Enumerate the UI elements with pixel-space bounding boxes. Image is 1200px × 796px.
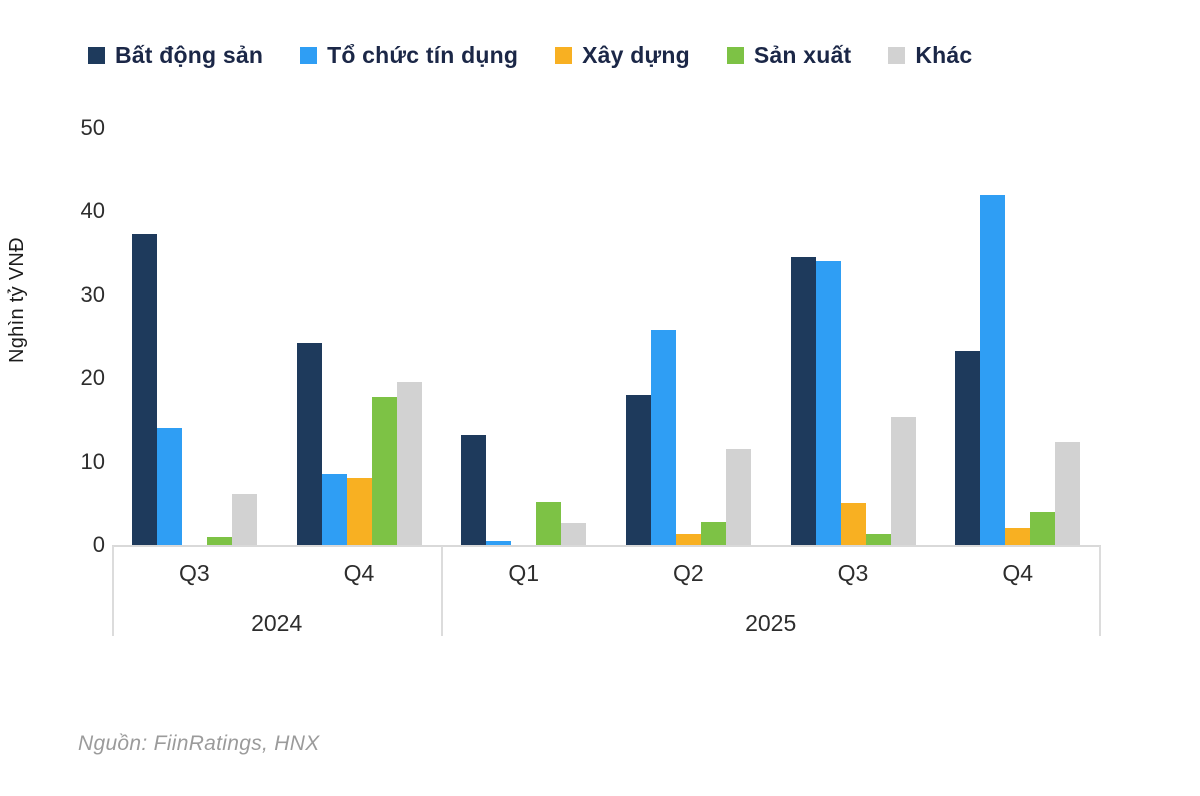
legend-item[interactable]: Khác — [888, 42, 972, 69]
bar — [1005, 528, 1031, 545]
y-tick-label: 50 — [80, 115, 105, 140]
bar — [675, 534, 701, 545]
bar-group — [606, 128, 771, 545]
bar — [296, 343, 322, 545]
bar — [536, 502, 562, 545]
bar-group — [441, 128, 606, 545]
year-labels-row: 2024 2025 — [112, 610, 1100, 637]
bar — [790, 257, 816, 545]
bar — [955, 351, 981, 545]
x-axis-line — [112, 545, 1101, 547]
bar — [1055, 442, 1081, 545]
legend-label: Sản xuất — [753, 42, 852, 68]
legend-swatch-icon — [555, 47, 573, 64]
plot-area — [112, 128, 1100, 545]
year-label: 2025 — [745, 610, 797, 636]
legend-item[interactable]: Bất động sản — [88, 42, 263, 69]
bar-group — [771, 128, 936, 545]
quarter-label: Q2 — [673, 560, 704, 586]
legend-item[interactable]: Xây dựng — [555, 42, 690, 69]
quarter-label: Q3 — [837, 560, 869, 586]
legend-item[interactable]: Tổ chức tín dụng — [300, 42, 518, 69]
legend-label: Xây dựng — [582, 42, 690, 68]
legend-label: Bất động sản — [115, 42, 264, 68]
quarter-labels-row: Q3 Q4 Q1 Q2 Q3 Q4 — [112, 560, 1100, 587]
legend-label: Tổ chức tín dụng — [327, 42, 519, 68]
x-axis-separator — [441, 546, 443, 636]
y-tick-label: 30 — [80, 281, 105, 307]
bar — [725, 449, 751, 545]
quarter-label: Q4 — [1002, 560, 1034, 586]
legend-swatch-icon — [888, 47, 906, 64]
legend-item[interactable]: Sản xuất — [726, 42, 852, 69]
bar-group — [935, 128, 1100, 545]
bar — [700, 522, 726, 545]
quarter-label: Q1 — [508, 560, 540, 586]
bar — [815, 261, 841, 545]
legend-swatch-icon — [726, 47, 744, 64]
bar — [396, 382, 422, 545]
legend-swatch-icon — [88, 47, 105, 64]
bar — [840, 503, 866, 545]
quarter-label: Q3 — [178, 560, 210, 586]
y-axis-title: Nghìn tỷ VNĐ — [6, 237, 28, 363]
bar — [131, 234, 157, 545]
bar — [980, 195, 1006, 545]
bar — [461, 435, 487, 545]
bar — [890, 417, 916, 545]
y-tick-label: 20 — [80, 365, 105, 391]
bar — [371, 397, 397, 545]
bar — [561, 523, 587, 545]
quarter-label: Q4 — [343, 560, 375, 586]
bar-group — [277, 128, 442, 545]
x-axis-separator — [1099, 546, 1101, 636]
bar — [346, 478, 372, 545]
y-tick-label: 10 — [80, 448, 105, 474]
bar — [231, 494, 257, 545]
y-tick-label: 40 — [80, 198, 105, 224]
source-note: Nguồn: FiinRatings, HNX — [78, 732, 320, 755]
legend: Bất động sản Tổ chức tín dụng Xây dựng Sản … — [88, 42, 972, 69]
bar — [321, 474, 347, 545]
bar — [1030, 512, 1056, 545]
x-axis-separator — [112, 546, 114, 636]
bar — [486, 541, 512, 545]
bar-group — [112, 128, 277, 545]
bar — [625, 395, 651, 545]
y-tick-label: 0 — [92, 532, 105, 557]
bar — [206, 537, 232, 545]
legend-swatch-icon — [300, 47, 318, 64]
bar — [865, 534, 891, 545]
bar — [156, 428, 182, 545]
year-label: 2024 — [251, 610, 303, 636]
bar — [650, 330, 676, 545]
legend-label: Khác — [915, 42, 973, 68]
